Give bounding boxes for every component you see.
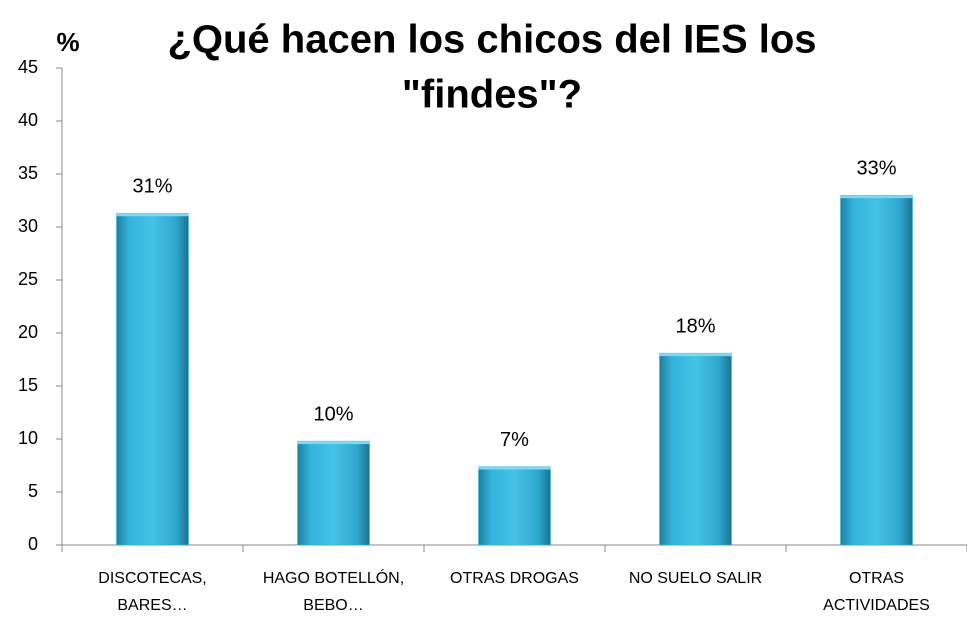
bar-cap xyxy=(478,466,551,470)
value-label: 7% xyxy=(500,429,529,451)
bar-cap xyxy=(659,353,732,357)
x-tick-label: BEBO… xyxy=(303,597,363,614)
x-tick-label: ACTIVIDADES xyxy=(823,597,930,614)
value-label: 10% xyxy=(313,403,353,425)
y-tick-label: 0 xyxy=(28,534,38,554)
x-tick-label: HAGO BOTELLÓN, xyxy=(263,568,404,587)
y-tick-label: 10 xyxy=(18,428,38,448)
bar xyxy=(116,212,189,546)
value-label: 18% xyxy=(675,315,715,337)
bar-cap xyxy=(297,441,370,445)
chart-title: ¿Qué hacen los chicos del IES los xyxy=(167,18,816,62)
bar xyxy=(840,194,913,546)
y-axis-label: % xyxy=(56,27,79,57)
bar xyxy=(297,440,370,546)
x-tick-label: OTRAS xyxy=(849,570,904,587)
y-tick-label: 30 xyxy=(18,216,38,236)
x-tick-label: OTRAS DROGAS xyxy=(450,570,579,587)
y-tick-label: 5 xyxy=(28,481,38,501)
bar xyxy=(659,352,732,546)
y-tick-label: 45 xyxy=(18,57,38,77)
bar-cap xyxy=(840,195,913,199)
y-tick-label: 35 xyxy=(18,163,38,183)
y-tick-label: 25 xyxy=(18,269,38,289)
x-tick-label: NO SUELO SALIR xyxy=(629,570,762,587)
bar-cap xyxy=(116,213,189,217)
chart-title: "findes"? xyxy=(402,73,582,117)
y-tick-label: 20 xyxy=(18,322,38,342)
bar xyxy=(478,466,551,546)
y-tick-label: 40 xyxy=(18,110,38,130)
x-tick-label: DISCOTECAS, xyxy=(98,570,206,587)
value-label: 31% xyxy=(132,176,172,198)
y-tick-label: 15 xyxy=(18,375,38,395)
value-label: 33% xyxy=(856,157,896,179)
x-tick-label: BARES… xyxy=(117,597,187,614)
